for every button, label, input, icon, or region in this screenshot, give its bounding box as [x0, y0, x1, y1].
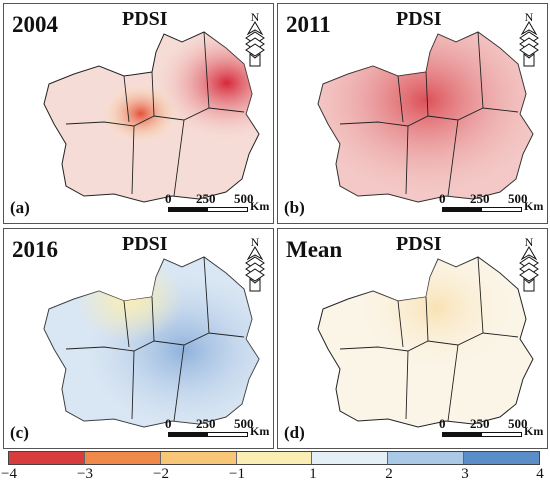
legend-tick: −2	[153, 466, 169, 482]
legend-swatch-5	[388, 452, 465, 464]
scale-unit: Km	[250, 199, 270, 213]
variable-label: PDSI	[122, 233, 168, 255]
north-arrow-icon: N	[243, 10, 267, 72]
panel-tag: (b)	[284, 198, 305, 217]
legend-tick: 4	[536, 466, 544, 482]
scale-label-500: 500	[508, 416, 528, 431]
svg-text:N: N	[525, 235, 534, 249]
map-panel-a: 2004 PDSI N 0 250 500 Km (a)	[3, 3, 274, 224]
map-panel-b: 2011 PDSI N 0 250 500 Km (b)	[277, 3, 548, 224]
legend-swatch-1	[84, 452, 161, 464]
region-map	[43, 256, 260, 428]
region-map	[317, 31, 534, 203]
scale-label-250: 250	[196, 416, 216, 431]
scale-bar: 0 250 500 Km	[165, 416, 270, 440]
year-label: Mean	[286, 237, 343, 262]
scale-bar-graphic	[168, 432, 248, 437]
scale-unit: Km	[524, 199, 544, 213]
variable-label: PDSI	[396, 8, 442, 30]
scale-bar: 0 250 500 Km	[439, 191, 544, 215]
color-legend	[8, 451, 540, 465]
scale-label-500: 500	[234, 416, 254, 431]
legend-tick: 2	[385, 466, 393, 482]
scale-label-250: 250	[470, 416, 490, 431]
north-arrow-icon: N	[243, 235, 267, 297]
scale-unit: Km	[250, 424, 270, 438]
legend-tick: −1	[229, 466, 245, 482]
legend-tick: 1	[309, 466, 317, 482]
panel-tag: (a)	[10, 198, 30, 217]
scale-label-0: 0	[165, 416, 172, 431]
variable-label: PDSI	[122, 8, 168, 30]
scale-label-0: 0	[439, 191, 446, 206]
legend-swatch-4	[312, 452, 389, 464]
year-label: 2011	[286, 12, 331, 37]
panel-tag: (d)	[284, 423, 305, 442]
scale-unit: Km	[524, 424, 544, 438]
scale-bar-graphic	[168, 207, 248, 212]
scale-bar-graphic	[442, 207, 522, 212]
legend-tick: −4	[1, 466, 17, 482]
legend-tick: −3	[77, 466, 93, 482]
region-map	[317, 256, 534, 428]
variable-label: PDSI	[396, 233, 442, 255]
north-arrow-icon: N	[517, 10, 541, 72]
scale-label-0: 0	[165, 191, 172, 206]
region-map	[43, 31, 260, 203]
legend-swatch-2	[160, 452, 237, 464]
scale-label-250: 250	[196, 191, 216, 206]
scale-bar: 0 250 500 Km	[165, 191, 270, 215]
year-label: 2016	[12, 237, 58, 262]
legend-swatch-0	[9, 452, 85, 464]
legend-tick: 3	[461, 466, 469, 482]
scale-label-250: 250	[470, 191, 490, 206]
map-panel-d: Mean PDSI N 0 250 500 Km (d)	[277, 228, 548, 449]
north-arrow-icon: N	[517, 235, 541, 297]
year-label: 2004	[12, 12, 58, 37]
scale-label-0: 0	[439, 416, 446, 431]
legend-swatch-6	[464, 452, 540, 464]
legend-ticks: −4 −3 −2 −1 1 2 3 4	[0, 466, 550, 486]
map-panel-c: 2016 PDSI N 0 250 500 Km (c)	[3, 228, 274, 449]
legend-swatch-3	[236, 452, 313, 464]
scale-bar: 0 250 500 Km	[439, 416, 544, 440]
scale-bar-graphic	[442, 432, 522, 437]
svg-text:N: N	[525, 10, 534, 24]
scale-label-500: 500	[508, 191, 528, 206]
svg-text:N: N	[251, 235, 260, 249]
panel-tag: (c)	[10, 423, 29, 442]
svg-text:N: N	[251, 10, 260, 24]
scale-label-500: 500	[234, 191, 254, 206]
